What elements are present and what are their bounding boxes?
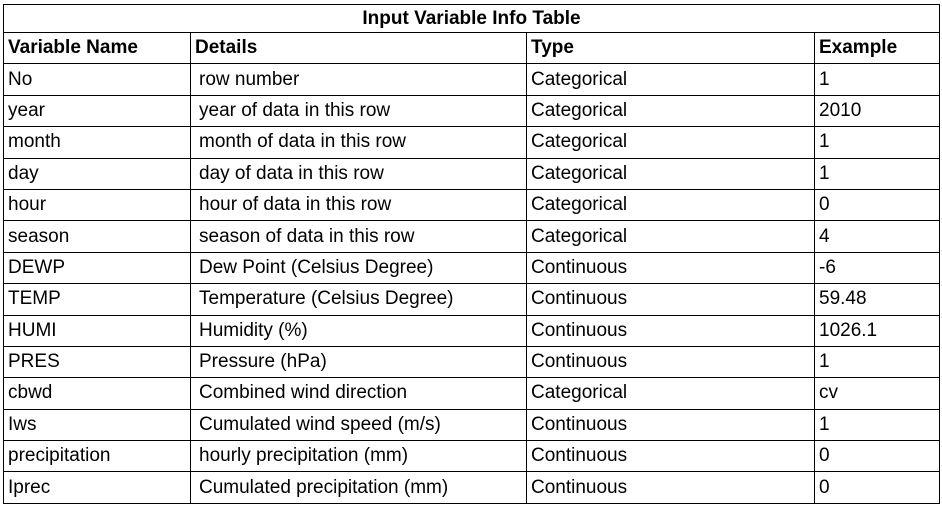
cell-variable-name: month [3,126,191,159]
cell-details: Cumulated wind speed (m/s) [190,408,527,442]
cell-details: season of data in this row [190,220,527,253]
cell-details: month of data in this row [190,126,527,159]
cell-details: Temperature (Celsius Degree) [190,283,527,316]
cell-variable-name: season [3,220,191,253]
table-row: Iprec Cumulated precipitation (mm) Conti… [3,471,940,504]
cell-example: 4 [814,220,940,253]
column-header-details: Details [190,31,527,65]
cell-type: Continuous [526,251,815,285]
column-header-example: Example [814,31,940,65]
table-title: Input Variable Info Table [3,4,940,33]
cell-variable-name: day [3,157,191,190]
table-row: HUMI Humidity (%) Continuous 1026.1 [3,314,940,347]
table-row: TEMP Temperature (Celsius Degree) Contin… [3,283,940,316]
table-row: month month of data in this row Categori… [3,126,940,159]
cell-example: 0 [814,440,940,473]
variable-info-table: Input Variable Info Table Variable Name … [3,4,940,504]
cell-type: Continuous [526,408,815,442]
cell-variable-name: Iprec [3,471,191,504]
cell-variable-name: No [3,63,191,96]
cell-variable-name: precipitation [3,440,191,473]
table-row: year year of data in this row Categorica… [3,94,940,128]
cell-type: Continuous [526,314,815,347]
cell-variable-name: hour [3,188,191,222]
cell-variable-name: DEWP [3,251,191,285]
cell-variable-name: cbwd [3,377,191,410]
cell-example: 1 [814,63,940,96]
cell-details: hourly precipitation (mm) [190,440,527,473]
column-header-type: Type [526,31,815,65]
cell-type: Categorical [526,126,815,159]
column-header-variable-name: Variable Name [3,31,191,65]
cell-variable-name: TEMP [3,283,191,316]
cell-details: Pressure (hPa) [190,345,527,379]
cell-example: 2010 [814,94,940,128]
cell-type: Categorical [526,157,815,190]
table-row: Iws Cumulated wind speed (m/s) Continuou… [3,408,940,442]
cell-variable-name: Iws [3,408,191,442]
cell-example: 0 [814,471,940,504]
table-row: No row number Categorical 1 [3,63,940,96]
cell-details: Dew Point (Celsius Degree) [190,251,527,285]
cell-variable-name: PRES [3,345,191,379]
title-row: Input Variable Info Table [3,4,940,33]
variable-info-table-container: Input Variable Info Table Variable Name … [3,4,940,504]
cell-details: day of data in this row [190,157,527,190]
table-row: season season of data in this row Catego… [3,220,940,253]
table-row: cbwd Combined wind direction Categorical… [3,377,940,410]
cell-example: 59.48 [814,283,940,316]
table-row: day day of data in this row Categorical … [3,157,940,190]
cell-example: 1 [814,157,940,190]
cell-example: 1 [814,408,940,442]
table-row: precipitation hourly precipitation (mm) … [3,440,940,473]
table-row: PRES Pressure (hPa) Continuous 1 [3,345,940,379]
cell-variable-name: HUMI [3,314,191,347]
cell-type: Categorical [526,63,815,96]
cell-details: Combined wind direction [190,377,527,410]
cell-type: Continuous [526,471,815,504]
cell-details: Cumulated precipitation (mm) [190,471,527,504]
cell-example: 1 [814,126,940,159]
cell-example: 1026.1 [814,314,940,347]
cell-variable-name: year [3,94,191,128]
cell-type: Categorical [526,377,815,410]
cell-details: hour of data in this row [190,188,527,222]
header-row: Variable Name Details Type Example [3,31,940,65]
cell-type: Categorical [526,188,815,222]
cell-details: year of data in this row [190,94,527,128]
cell-example: -6 [814,251,940,285]
cell-details: row number [190,63,527,96]
cell-example: 1 [814,345,940,379]
cell-example: cv [814,377,940,410]
cell-type: Categorical [526,220,815,253]
cell-type: Categorical [526,94,815,128]
cell-details: Humidity (%) [190,314,527,347]
table-row: DEWP Dew Point (Celsius Degree) Continuo… [3,251,940,285]
cell-type: Continuous [526,283,815,316]
cell-type: Continuous [526,345,815,379]
table-row: hour hour of data in this row Categorica… [3,188,940,222]
cell-type: Continuous [526,440,815,473]
cell-example: 0 [814,188,940,222]
